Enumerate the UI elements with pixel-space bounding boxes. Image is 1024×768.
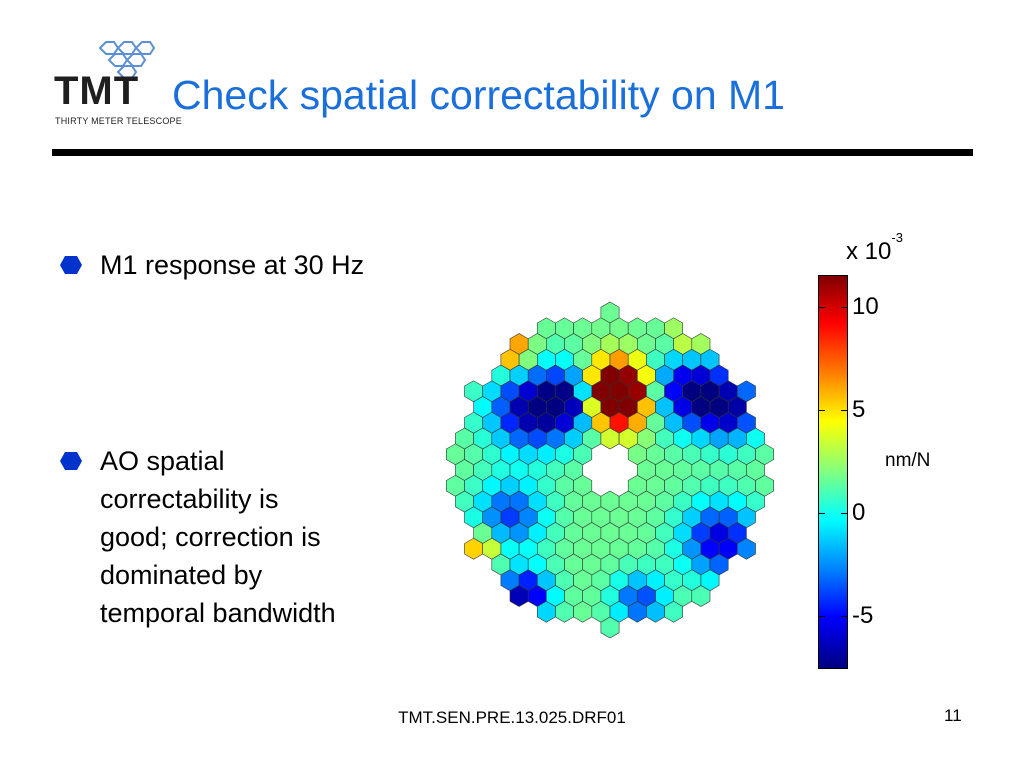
colorbar-scale: x 10-3	[846, 230, 903, 265]
colorbar	[818, 275, 848, 669]
colorbar-tick-label: 0	[852, 499, 866, 527]
mirror-segment	[736, 537, 756, 560]
colorbar-tick-label: 10	[852, 292, 879, 320]
bullet-2-line: correctability is	[100, 484, 279, 514]
bullet-2-line: temporal bandwidth	[100, 598, 336, 628]
colorbar-tick-label: -5	[852, 602, 874, 630]
logo-mark: TMT	[54, 69, 140, 113]
colorbar-tick	[841, 616, 847, 618]
colorbar-tick	[841, 513, 847, 515]
colorbar-unit: nm/N	[885, 450, 931, 471]
title-rule	[52, 149, 973, 156]
mirror-segment	[691, 585, 711, 607]
footer-document-id: TMT.SEN.PRE.13.025.DRF01	[398, 708, 626, 727]
page-number: 11	[944, 706, 962, 725]
colorbar-tick	[819, 410, 825, 412]
bullet-2-line: dominated by	[100, 560, 263, 590]
bullet-1-text: M1 response at 30 Hz	[100, 250, 365, 280]
bullet-2-line: AO spatial	[100, 446, 225, 476]
hexagon-bullet-icon	[60, 452, 82, 470]
mirror-segment	[664, 600, 683, 623]
bullet-2-line: good; correction is	[100, 522, 321, 552]
hexagon-bullet-icon	[60, 256, 82, 274]
bullet-2: AO spatial correctability is good; corre…	[60, 442, 410, 632]
colorbar-tick	[819, 306, 825, 308]
bullet-1: M1 response at 30 Hz	[60, 246, 365, 284]
colorbar-tick	[819, 616, 825, 618]
logo-subtitle: THIRTY METER TELESCOPE	[55, 116, 182, 126]
m1-segment-response-map	[446, 301, 775, 639]
mirror-segment	[600, 616, 620, 639]
colorbar-tick	[819, 513, 825, 515]
colorbar-tick-label: 5	[852, 396, 866, 424]
colorbar-tick	[841, 410, 847, 412]
tmt-logo: TMT THIRTY METER TELESCOPE	[52, 38, 192, 138]
colorbar-tick	[841, 306, 847, 308]
hexagon-logo-icon	[98, 41, 156, 78]
slide-title: Check spatial correctability on M1	[172, 72, 785, 118]
